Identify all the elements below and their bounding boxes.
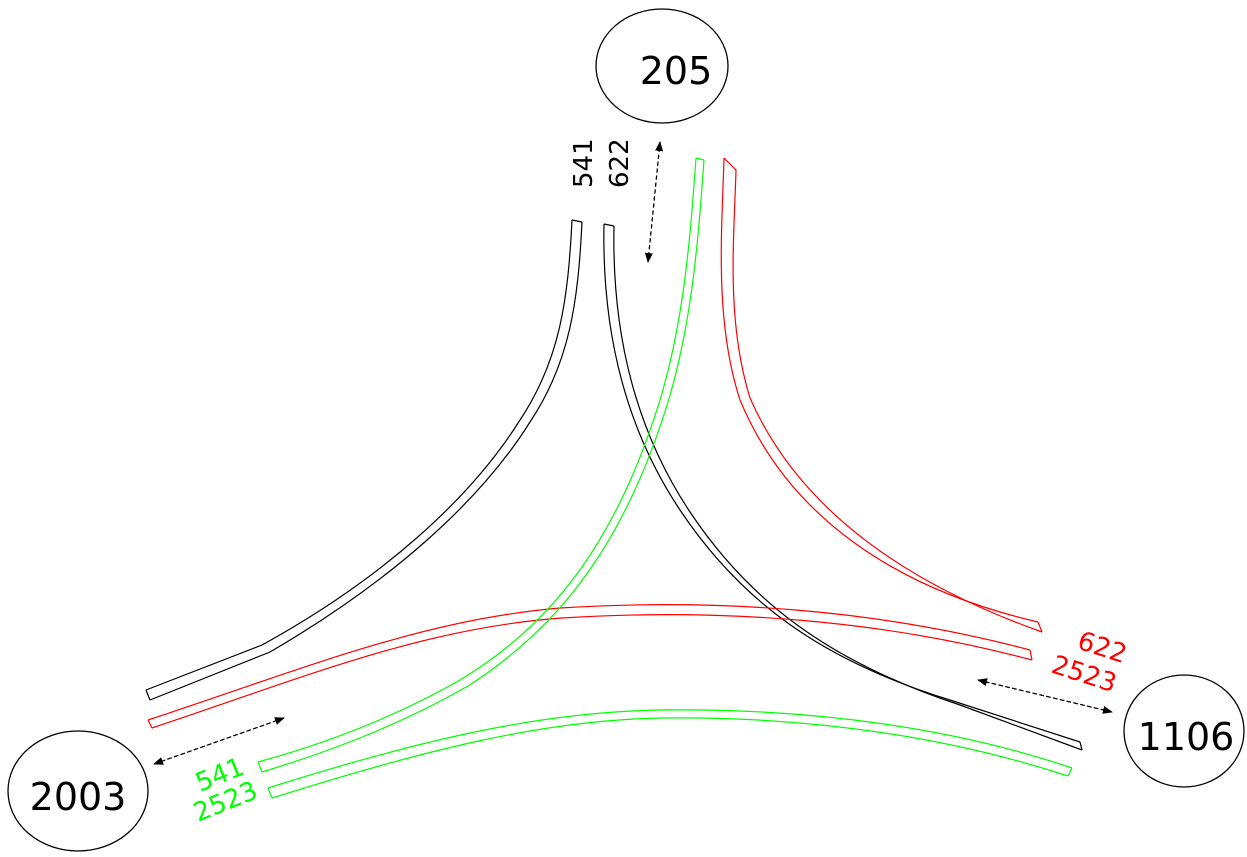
flow-red-2003-1106	[147, 604, 1033, 729]
flow-black-205-1106	[603, 223, 1083, 751]
node-1106: 1106	[1123, 674, 1245, 788]
arrow-2003	[153, 717, 285, 765]
flow-green-2003-1106	[267, 709, 1073, 799]
node-1106-label: 1106	[1138, 715, 1235, 759]
flow-black-205-2003	[145, 219, 583, 701]
flow-green-205-2003	[257, 157, 705, 773]
arrow-1106	[977, 678, 1113, 714]
node-205: 205	[595, 8, 729, 124]
label-black-541: 541	[569, 138, 599, 188]
label-black-622: 622	[605, 138, 635, 188]
node-205-label: 205	[640, 49, 713, 93]
arrow-205	[644, 141, 664, 263]
node-2003-label: 2003	[30, 775, 127, 819]
node-2003: 2003	[7, 730, 149, 852]
flow-red-205-1106	[720, 157, 1043, 633]
